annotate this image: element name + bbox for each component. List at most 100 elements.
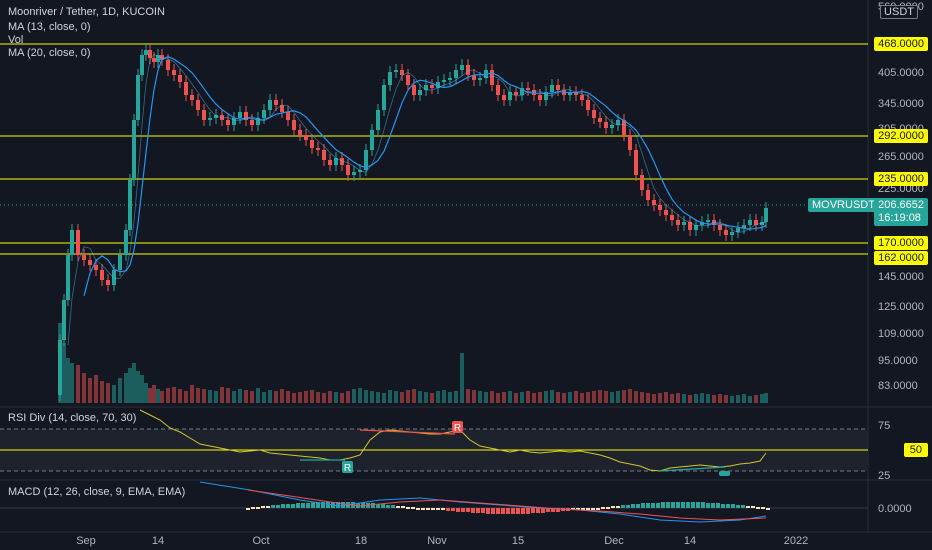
candle-body[interactable] <box>442 80 446 82</box>
candle-body[interactable] <box>58 340 62 395</box>
candle-body[interactable] <box>112 270 116 285</box>
hline-tag-162[interactable]: 162.0000 <box>874 251 928 265</box>
candle-body[interactable] <box>682 222 686 225</box>
candle-body[interactable] <box>586 100 590 110</box>
candle-body[interactable] <box>646 190 650 200</box>
candle-body[interactable] <box>100 270 104 280</box>
candle-body[interactable] <box>616 120 620 125</box>
candle-body[interactable] <box>658 205 662 210</box>
candle-body[interactable] <box>670 215 674 220</box>
candle-body[interactable] <box>172 70 176 75</box>
candle-body[interactable] <box>724 230 728 235</box>
candle-body[interactable] <box>144 50 148 55</box>
candle-body[interactable] <box>490 70 494 85</box>
candle-body[interactable] <box>460 65 464 70</box>
hline-tag-170[interactable]: 170.0000 <box>874 236 928 250</box>
candle-body[interactable] <box>334 158 338 165</box>
volume-legend[interactable]: Vol <box>8 34 24 46</box>
candle-body[interactable] <box>664 210 668 215</box>
candle-body[interactable] <box>610 125 614 128</box>
candle-body[interactable] <box>454 70 458 78</box>
candle-body[interactable] <box>244 112 248 120</box>
candle-body[interactable] <box>412 85 416 95</box>
candle-body[interactable] <box>148 50 152 58</box>
ma13-legend[interactable]: MA (13, close, 0) <box>8 21 91 33</box>
candle-body[interactable] <box>472 75 476 80</box>
candle-body[interactable] <box>628 135 632 150</box>
candle-body[interactable] <box>316 148 320 150</box>
bullish-divergence-marker[interactable] <box>342 461 353 473</box>
candle-body[interactable] <box>622 120 626 135</box>
candle-body[interactable] <box>418 90 422 95</box>
candle-body[interactable] <box>556 85 560 90</box>
candle-body[interactable] <box>76 230 80 255</box>
candle-body[interactable] <box>62 300 66 340</box>
macd-signal-line[interactable] <box>247 489 767 521</box>
candle-body[interactable] <box>156 55 160 62</box>
candle-body[interactable] <box>424 85 428 90</box>
candle-body[interactable] <box>304 135 308 140</box>
candle-body[interactable] <box>140 55 144 75</box>
candle-body[interactable] <box>748 220 752 225</box>
candle-body[interactable] <box>322 150 326 160</box>
candle-body[interactable] <box>208 118 212 120</box>
candle-body[interactable] <box>580 95 584 100</box>
bearish-divergence-marker[interactable] <box>452 421 463 433</box>
candle-body[interactable] <box>262 110 266 118</box>
candle-body[interactable] <box>538 95 542 100</box>
candle-body[interactable] <box>136 75 140 120</box>
candle-body[interactable] <box>286 112 290 120</box>
candle-body[interactable] <box>250 120 254 125</box>
candle-body[interactable] <box>604 122 608 128</box>
candle-body[interactable] <box>640 175 644 190</box>
candle-body[interactable] <box>688 222 692 230</box>
ma20-legend[interactable]: MA (20, close, 0) <box>8 47 91 59</box>
candle-body[interactable] <box>448 78 452 80</box>
candle-body[interactable] <box>436 82 440 88</box>
candle-body[interactable] <box>340 158 344 165</box>
candle-body[interactable] <box>370 130 374 150</box>
candle-body[interactable] <box>544 92 548 100</box>
candle-body[interactable] <box>514 92 518 95</box>
candle-body[interactable] <box>132 120 136 180</box>
ma20-line[interactable] <box>83 56 767 296</box>
candle-body[interactable] <box>466 65 470 75</box>
hline-tag-292[interactable]: 292.0000 <box>874 129 928 143</box>
candle-body[interactable] <box>298 130 302 135</box>
rsi-legend[interactable]: RSI Div (14, close, 70, 30) <box>8 412 137 424</box>
candle-body[interactable] <box>238 112 242 118</box>
candle-body[interactable] <box>292 120 296 130</box>
candle-body[interactable] <box>496 85 500 95</box>
candle-body[interactable] <box>310 140 314 148</box>
candle-body[interactable] <box>118 255 122 270</box>
candle-body[interactable] <box>152 58 156 62</box>
candle-body[interactable] <box>94 265 98 270</box>
candle-body[interactable] <box>178 75 182 82</box>
candle-body[interactable] <box>268 100 272 110</box>
candle-body[interactable] <box>754 220 758 225</box>
candle-body[interactable] <box>328 160 332 165</box>
macd-legend[interactable]: MACD (12, 26, close, 9, EMA, EMA) <box>8 486 186 498</box>
candle-body[interactable] <box>532 90 536 95</box>
candle-body[interactable] <box>232 118 236 125</box>
candle-body[interactable] <box>700 222 704 225</box>
candle-body[interactable] <box>406 75 410 85</box>
candle-body[interactable] <box>394 70 398 72</box>
candle-body[interactable] <box>202 110 206 120</box>
candle-body[interactable] <box>214 115 218 118</box>
candle-body[interactable] <box>730 232 734 235</box>
candle-body[interactable] <box>520 88 524 95</box>
currency-button[interactable]: USDT <box>880 5 918 19</box>
candle-body[interactable] <box>478 78 482 80</box>
candle-body[interactable] <box>764 208 768 222</box>
candle-body[interactable] <box>274 100 278 105</box>
candle-body[interactable] <box>508 92 512 100</box>
candle-body[interactable] <box>160 55 164 60</box>
candle-body[interactable] <box>190 95 194 100</box>
candle-body[interactable] <box>382 85 386 110</box>
candle-body[interactable] <box>718 225 722 230</box>
candle-body[interactable] <box>736 228 740 232</box>
candle-body[interactable] <box>128 180 132 230</box>
candle-body[interactable] <box>634 150 638 175</box>
